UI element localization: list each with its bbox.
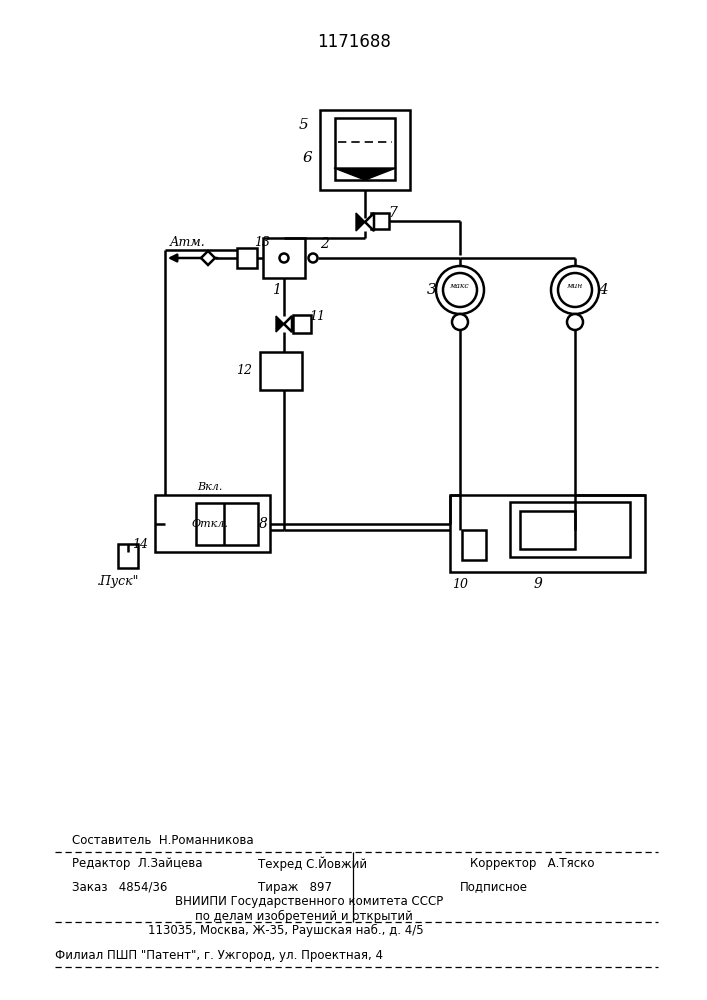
Text: 12: 12 bbox=[236, 364, 252, 377]
Bar bbox=[320, 110, 410, 190]
Polygon shape bbox=[356, 213, 365, 231]
Text: 5: 5 bbox=[299, 118, 309, 132]
Polygon shape bbox=[276, 316, 284, 332]
Text: .Пуск": .Пуск" bbox=[97, 576, 139, 588]
Bar bbox=[335, 118, 395, 180]
Polygon shape bbox=[365, 213, 374, 231]
Polygon shape bbox=[284, 316, 292, 332]
Text: 4: 4 bbox=[598, 283, 608, 297]
Bar bbox=[520, 511, 575, 549]
Circle shape bbox=[279, 253, 288, 262]
Bar bbox=[196, 503, 258, 545]
Text: Атм.: Атм. bbox=[170, 235, 206, 248]
Bar bbox=[263, 238, 305, 278]
Bar bbox=[450, 495, 645, 572]
Text: 3: 3 bbox=[427, 283, 437, 297]
Circle shape bbox=[567, 314, 583, 330]
Text: 9: 9 bbox=[534, 577, 542, 591]
Circle shape bbox=[452, 314, 468, 330]
Text: 6: 6 bbox=[302, 151, 312, 165]
Text: Техред С.Йовжий: Техред С.Йовжий bbox=[258, 857, 367, 871]
Text: 2: 2 bbox=[320, 237, 329, 251]
Circle shape bbox=[443, 273, 477, 307]
Text: 13: 13 bbox=[254, 236, 270, 249]
Bar bbox=[510, 502, 630, 557]
Bar bbox=[462, 530, 486, 560]
Text: Заказ   4854/36: Заказ 4854/36 bbox=[72, 880, 168, 894]
Bar bbox=[118, 544, 138, 568]
Text: Филиал ПШП "Патент", г. Ужгород, ул. Проектная, 4: Филиал ПШП "Патент", г. Ужгород, ул. Про… bbox=[55, 948, 383, 962]
Bar bbox=[371, 213, 389, 229]
Circle shape bbox=[551, 266, 599, 314]
Text: Откл.: Откл. bbox=[192, 519, 228, 529]
Bar bbox=[155, 495, 270, 552]
Circle shape bbox=[308, 253, 317, 262]
Text: 11: 11 bbox=[309, 310, 325, 324]
Text: 113035, Москва, Ж-35, Раушская наб., д. 4/5: 113035, Москва, Ж-35, Раушская наб., д. … bbox=[148, 923, 423, 937]
Polygon shape bbox=[334, 168, 396, 180]
Text: Корректор   А.Тяско: Корректор А.Тяско bbox=[470, 857, 595, 870]
Bar bbox=[237, 248, 257, 268]
Text: 10: 10 bbox=[452, 578, 468, 590]
Text: по делам изобретений и открытий: по делам изобретений и открытий bbox=[195, 909, 413, 923]
Text: Подписное: Подписное bbox=[460, 880, 528, 894]
Polygon shape bbox=[201, 251, 215, 265]
Text: Редактор  Л.Зайцева: Редактор Л.Зайцева bbox=[72, 857, 202, 870]
Text: 8: 8 bbox=[259, 517, 267, 531]
Text: макс: макс bbox=[450, 282, 470, 290]
Text: ВНИИПИ Государственного комитета СССР: ВНИИПИ Государственного комитета СССР bbox=[175, 896, 443, 908]
Circle shape bbox=[436, 266, 484, 314]
Bar bbox=[293, 315, 311, 333]
Text: 1: 1 bbox=[271, 283, 281, 297]
Circle shape bbox=[558, 273, 592, 307]
Text: 1171688: 1171688 bbox=[317, 33, 391, 51]
Text: Тираж   897: Тираж 897 bbox=[258, 880, 332, 894]
Text: 7: 7 bbox=[389, 206, 397, 220]
Text: Вкл.: Вкл. bbox=[197, 482, 223, 492]
Bar bbox=[260, 352, 302, 390]
Text: Составитель  Н.Романникова: Составитель Н.Романникова bbox=[72, 834, 254, 846]
Text: 14: 14 bbox=[132, 538, 148, 550]
Text: мин: мин bbox=[567, 282, 583, 290]
